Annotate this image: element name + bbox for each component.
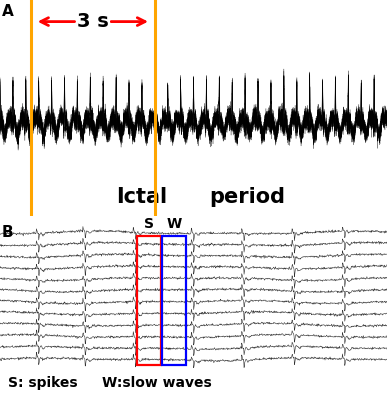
Text: 3 s: 3 s (77, 12, 109, 31)
Text: Ictal: Ictal (116, 187, 167, 207)
Bar (137, 236, 161, 365)
Bar (162, 236, 186, 365)
Text: B: B (2, 226, 14, 240)
Text: W: W (166, 217, 182, 231)
Text: A: A (2, 4, 14, 19)
Text: S: spikes     W:slow waves: S: spikes W:slow waves (8, 376, 211, 390)
Text: S: S (144, 217, 154, 231)
Text: period: period (209, 187, 285, 207)
